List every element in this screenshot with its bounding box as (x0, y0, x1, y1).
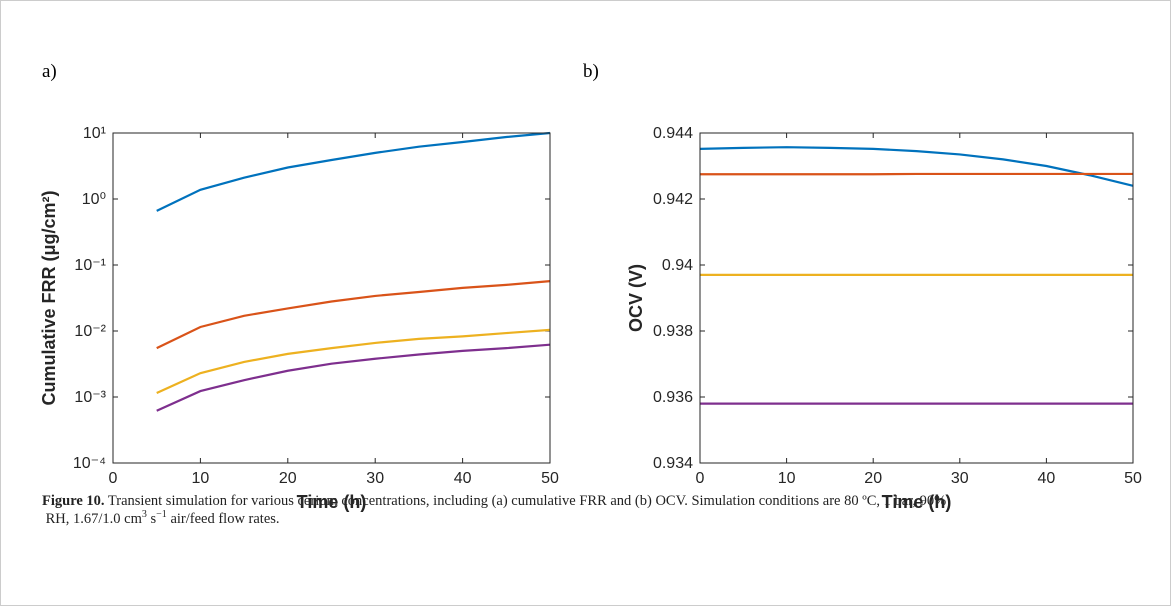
x-tick-label: 0 (696, 470, 705, 487)
y-tick-label: 0.94 (662, 257, 693, 274)
x-tick-label: 10 (778, 470, 796, 487)
data-line (156, 280, 551, 350)
x-tick-label: 50 (1124, 470, 1142, 487)
plots: 0 10 20 30 40 50 10⁻⁴ 10⁻³ 10⁻² 10⁻¹ 10⁰ 10¹ Time (h… (39, 125, 1142, 512)
y-tick-label: 10¹ (83, 125, 106, 142)
plot-area (113, 133, 550, 463)
data-line (699, 146, 1134, 187)
y-tick-label: 0.936 (653, 389, 693, 406)
panel-label: b) (583, 61, 599, 82)
data-line (156, 328, 551, 394)
x-tick-label: 10 (192, 470, 210, 487)
caption-text: air/feed flow rates. (167, 511, 280, 527)
x-axis-label: Time (h) (297, 492, 367, 512)
x-tick-label: 50 (541, 470, 559, 487)
y-tick-label: 10⁰ (82, 191, 106, 208)
x-tick-label: 20 (864, 470, 882, 487)
caption-sup: −1 (156, 509, 167, 520)
y-tick-label: 0.942 (653, 191, 693, 208)
caption-label: Figure 10. (42, 493, 105, 509)
caption-line: Figure 10. Transient simulation for vari… (42, 493, 946, 527)
axes: 0 10 20 30 40 50 10⁻⁴ 10⁻³ 10⁻² 10⁻¹ 10⁰ 10¹ Time (h… (39, 125, 559, 512)
y-tick-label: 10⁻¹ (74, 257, 106, 274)
data-line (156, 131, 551, 212)
x-tick-label: 0 (109, 470, 118, 487)
caption-text: Transient simulation for various cerium … (105, 493, 947, 509)
data-line (156, 343, 551, 412)
x-axis-label: Time (h) (882, 492, 952, 512)
x-tick-label: 40 (1038, 470, 1056, 487)
x-tick-label: 30 (366, 470, 384, 487)
plot-area (700, 133, 1133, 463)
y-axis-label: Cumulative FRR (μg/cm²) (39, 190, 59, 405)
caption-text: RH, 1.67/1.0 cm (42, 511, 143, 527)
x-tick-label: 40 (454, 470, 472, 487)
y-tick-label: 10⁻³ (74, 389, 106, 406)
caption-sup: 3 (142, 509, 147, 520)
axes: 0 10 20 30 40 50 0.934 0.936 0.938 0.94 0.942 0.944… (626, 125, 1142, 512)
x-tick-label: 20 (279, 470, 297, 487)
y-tick-label: 0.944 (653, 125, 693, 142)
panel-label: a) (42, 61, 57, 82)
axes-box (112, 132, 551, 464)
axes-box (699, 132, 1134, 464)
y-tick-label: 10⁻² (74, 323, 106, 340)
y-tick-label: 10⁻⁴ (73, 455, 106, 472)
y-tick-label: 0.938 (653, 323, 693, 340)
caption-text: s (147, 511, 157, 527)
x-tick-label: 30 (951, 470, 969, 487)
y-axis-label: OCV (V) (626, 264, 646, 332)
y-tick-label: 0.934 (653, 455, 693, 472)
